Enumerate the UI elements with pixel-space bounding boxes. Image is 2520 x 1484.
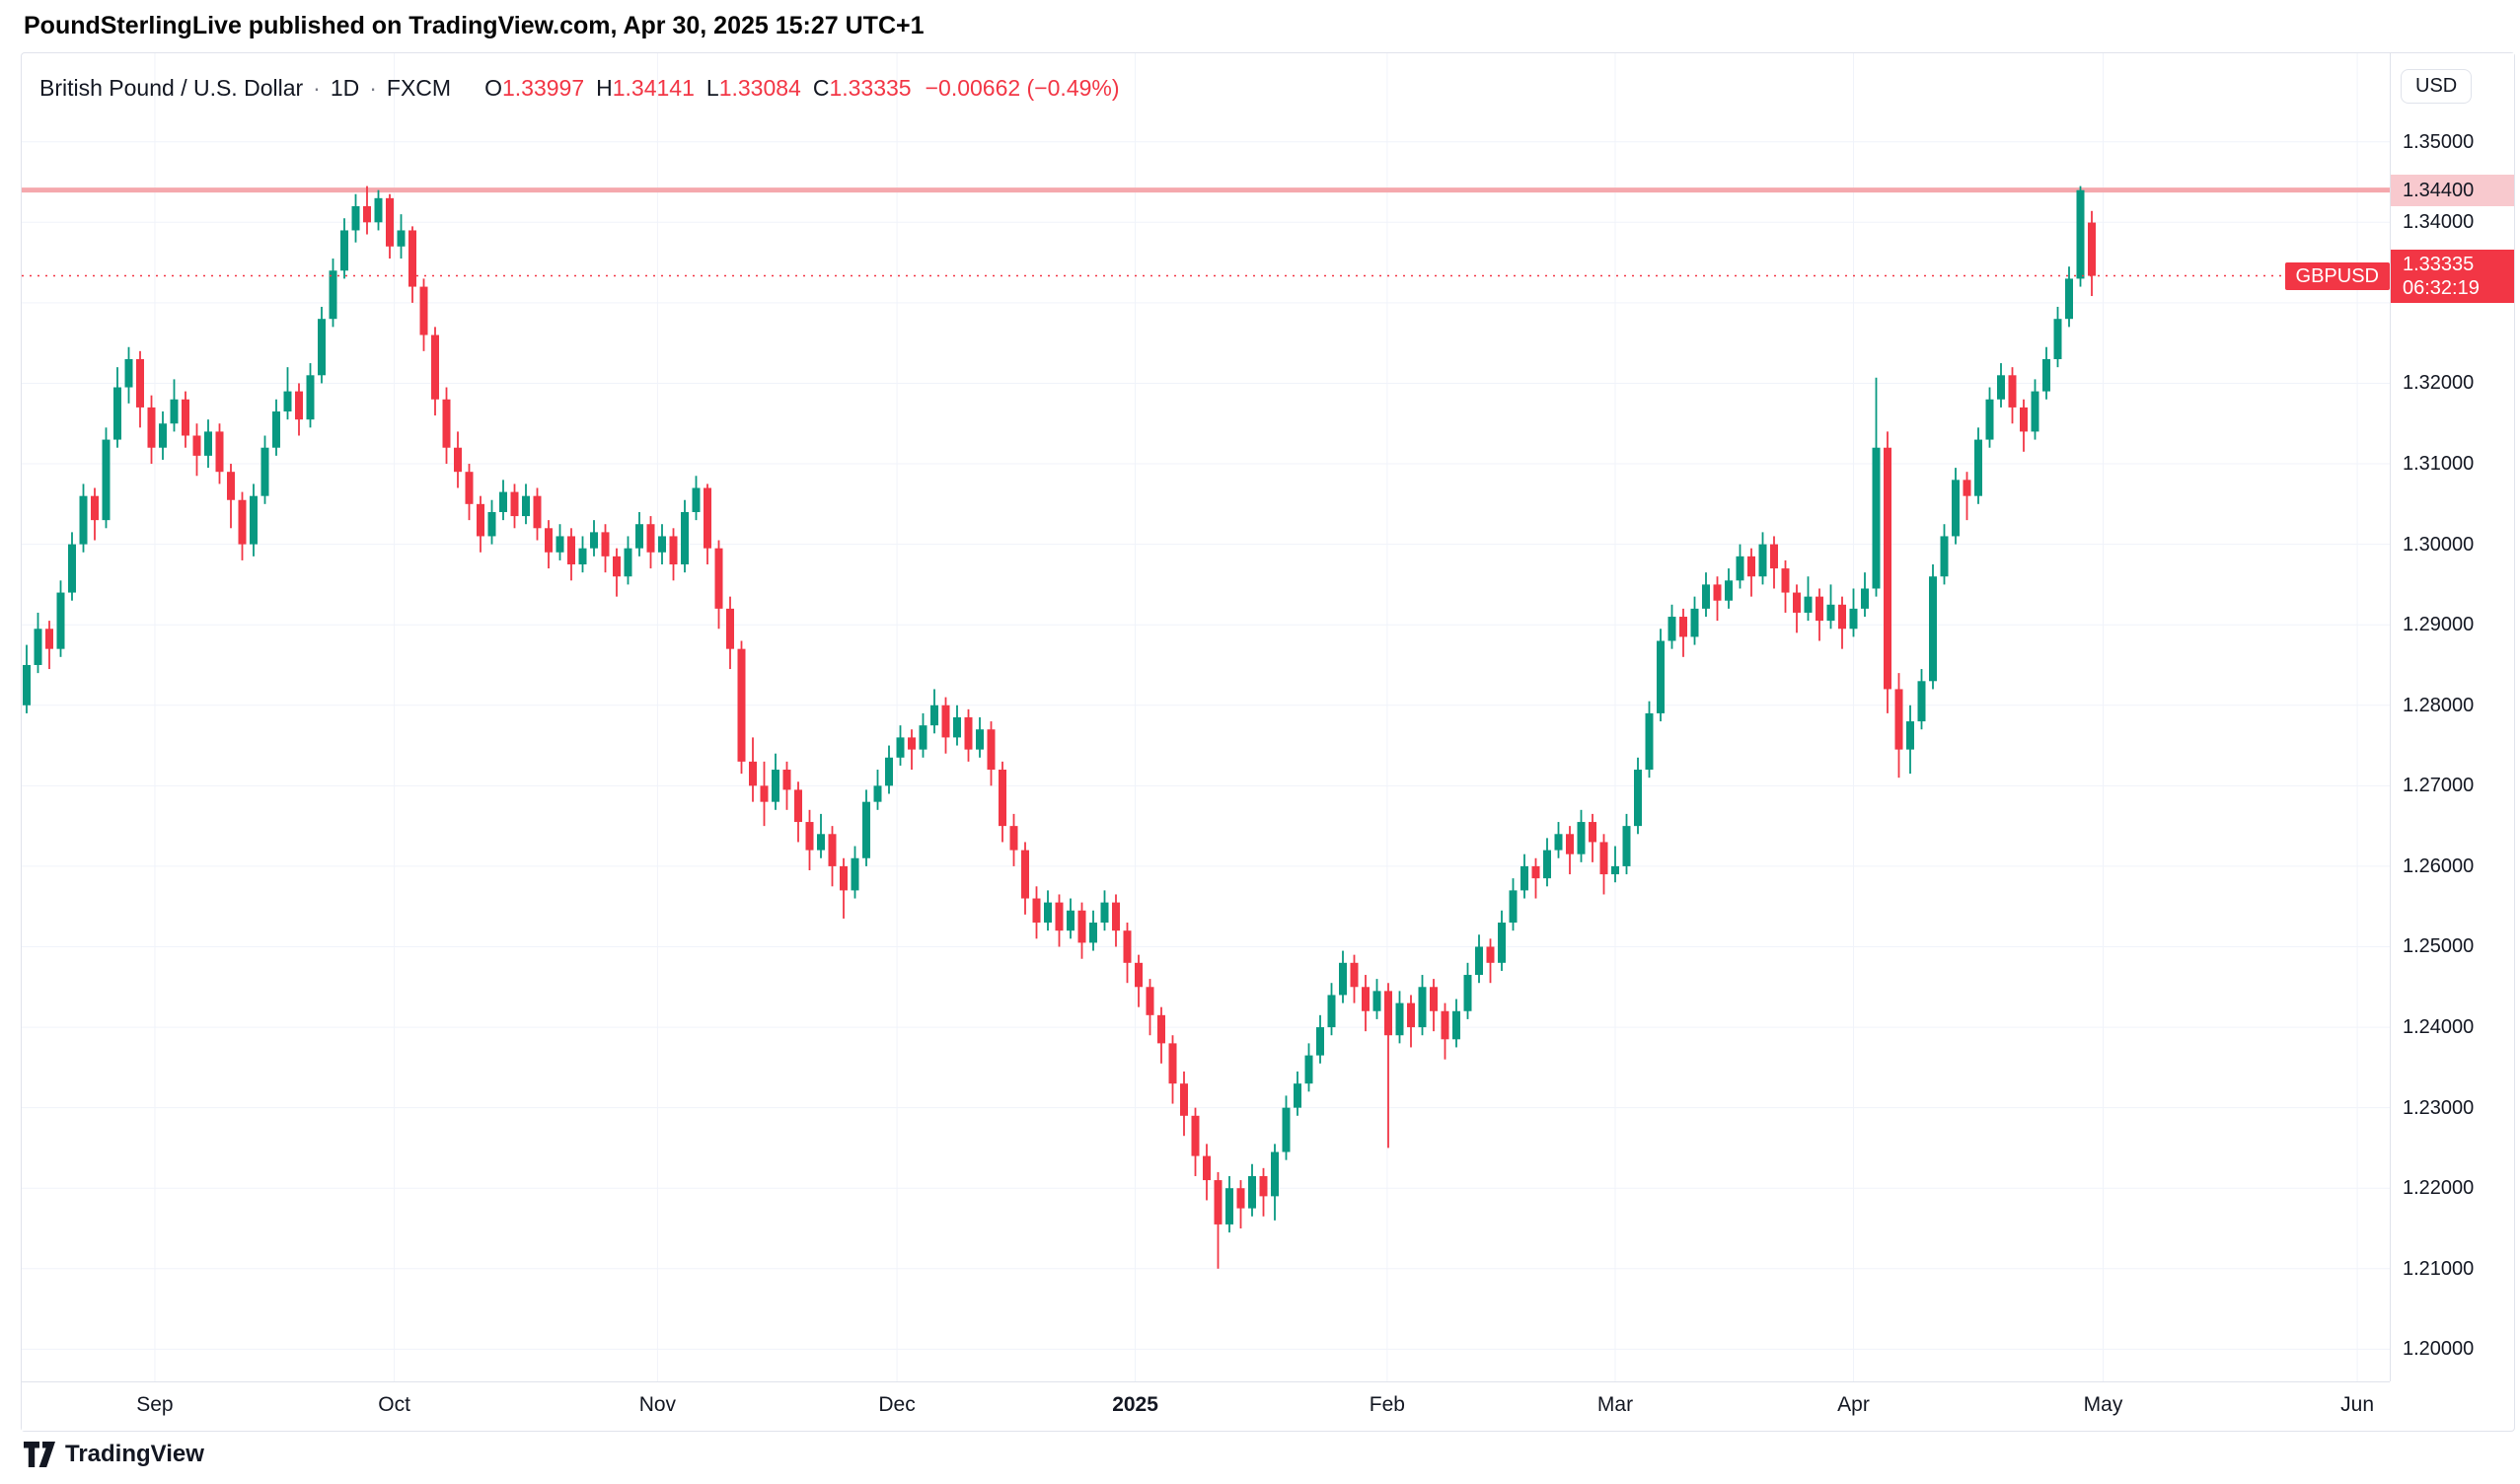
time-axis-label: Feb [1369,1393,1405,1416]
price-tick-label: 1.21000 [2403,1257,2475,1280]
candlestick-chart[interactable] [22,53,2390,1381]
open-value: 1.33997 [501,75,585,101]
level-price-badge: 1.34400 [2391,174,2514,206]
price-tick-label: 1.34000 [2403,211,2475,234]
time-axis-label: Sep [136,1393,174,1416]
separator-dot: · [313,75,321,101]
close-value: 1.33335 [829,75,912,101]
chart-card: British Pound / U.S. Dollar · 1D · FXCM O1.33… [21,52,2515,1432]
time-axis-label: Oct [378,1393,410,1416]
price-axis[interactable]: USD 1.34400 1.33335 06:32:19 1.35000 1.34… [2390,53,2514,1381]
price-tick-label: 1.25000 [2403,935,2475,958]
price-tick-label: 1.27000 [2403,775,2475,797]
tradingview-brand[interactable]: TradingView [65,1441,204,1467]
close-label: C [812,75,830,101]
time-axis-label: Jun [2340,1393,2375,1416]
change-value: −0.00662 (−0.49%) [925,75,1120,101]
time-axis-label: Nov [638,1393,677,1416]
exchange: FXCM [386,75,452,101]
price-tick-label: 1.23000 [2403,1096,2475,1119]
chart-header: British Pound / U.S. Dollar · 1D · FXCM O1.33… [39,75,1120,102]
price-tick-label: 1.35000 [2403,130,2475,153]
tradingview-logo-icon[interactable] [24,1442,55,1467]
price-tick-label: 1.30000 [2403,533,2475,556]
time-axis-label: 2025 [1112,1393,1158,1416]
price-tick-label: 1.24000 [2403,1016,2475,1039]
time-axis-label: Mar [1596,1393,1634,1416]
price-tick-label: 1.32000 [2403,372,2475,395]
high-label: H [596,75,613,101]
high-value: 1.34141 [612,75,695,101]
open-label: O [484,75,502,101]
separator-dot: · [369,75,377,101]
bar-countdown: 06:32:19 [2403,276,2480,299]
price-tick-label: 1.22000 [2403,1177,2475,1200]
attribution: PoundSterlingLive published on TradingVi… [24,12,925,39]
time-axis[interactable]: Sep Oct Nov Dec 2025 Feb Mar Apr May Jun [22,1381,2390,1431]
timeframe: 1D [330,75,360,101]
symbol-title: British Pound / U.S. Dollar [39,75,304,101]
price-tick-label: 1.20000 [2403,1338,2475,1361]
price-tick-label: 1.29000 [2403,614,2475,636]
price-tick-label: 1.28000 [2403,694,2475,716]
footer: TradingView [24,1441,204,1468]
last-price-value: 1.33335 [2403,253,2475,275]
symbol-price-tag: GBPUSD [2284,261,2390,290]
last-price-badge: 1.33335 06:32:19 [2391,249,2514,303]
time-axis-label: May [2083,1393,2123,1416]
price-tick-label: 1.26000 [2403,854,2475,877]
low-value: 1.33084 [718,75,801,101]
time-axis-label: Dec [878,1393,916,1416]
time-axis-label: Apr [1837,1393,1870,1416]
currency-button[interactable]: USD [2401,69,2473,104]
ohlc-values: O1.33997 H1.34141 L1.33084 C1.33335 [473,75,912,101]
price-tick-label: 1.31000 [2403,453,2475,476]
low-label: L [705,75,719,101]
